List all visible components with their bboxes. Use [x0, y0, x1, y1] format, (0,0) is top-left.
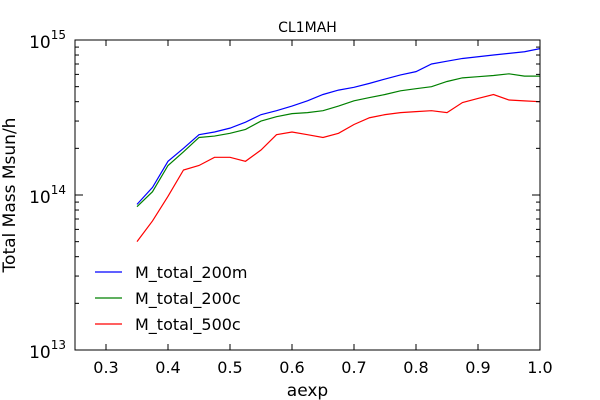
x-tick-label: 0.8	[403, 358, 428, 377]
x-tick-label: 0.6	[279, 358, 304, 377]
axis-ticks	[75, 39, 541, 351]
series-line-1	[136, 48, 540, 205]
x-tick-label: 0.7	[341, 358, 366, 377]
x-tick-label: 1.0	[527, 358, 552, 377]
plot-content	[136, 48, 540, 243]
y-tick-label: 1015	[29, 28, 66, 53]
x-axis-label: aexp	[287, 381, 328, 400]
y-tick-label: 1014	[29, 183, 66, 208]
x-tick-label: 0.4	[155, 358, 180, 377]
x-tick-label: 0.9	[465, 358, 490, 377]
y-tick-label: 1013	[29, 338, 66, 363]
series-line-3	[136, 93, 540, 243]
x-tick-label: 0.5	[217, 358, 242, 377]
tick-labels: 0.3 0.4 0.5 0.6 0.7 0.8 0.9 1.0 1013 1014 1015	[29, 28, 553, 377]
series-line-2	[136, 73, 540, 208]
legend-label: M_total_200m	[135, 263, 248, 283]
x-tick-label: 0.3	[93, 358, 118, 377]
legend-label: M_total_500c	[135, 315, 241, 335]
legend-label: M_total_200c	[135, 289, 241, 309]
chart-title: CL1MAH	[278, 20, 337, 36]
legend: M_total_200m M_total_200c M_total_500c	[95, 263, 248, 335]
y-axis-label: Total Mass Msun/h	[0, 118, 20, 274]
